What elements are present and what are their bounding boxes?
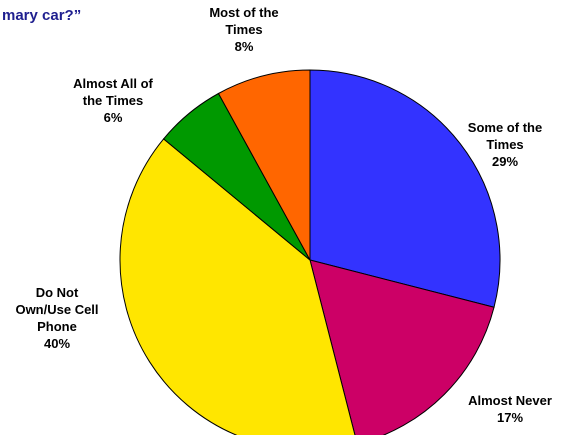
pie-slice-4	[217, 69, 311, 261]
slice-category-label-1: Almost Never	[468, 393, 552, 408]
slice-percent-label-4: 8%	[235, 39, 254, 54]
slice-percent-label-2: 40%	[44, 336, 70, 351]
pie-slice-0	[309, 69, 501, 308]
pie-labels: Some of the Times 29% Almost Never 17% Do Not…	[15, 5, 551, 425]
slice-percent-label-3: 6%	[104, 110, 123, 125]
slice-category-label-0: Some of the	[468, 120, 542, 135]
chart-title: mary car?”	[2, 7, 81, 24]
slice-category-label-4: Most of the	[209, 5, 278, 20]
slice-percent-label-0: 29%	[492, 154, 518, 169]
slice-category-label-3: the Times	[83, 93, 143, 108]
pie-slice-1	[309, 259, 495, 435]
slice-category-label-2: Own/Use Cell	[15, 302, 98, 317]
slice-category-label-3: Almost All of	[73, 76, 153, 91]
pie-slices	[119, 69, 501, 435]
slice-percent-label-1: 17%	[497, 410, 523, 425]
slice-category-label-0: Times	[486, 137, 523, 152]
slice-category-label-4: Times	[225, 22, 262, 37]
slice-category-label-2: Do Not	[36, 285, 79, 300]
slice-category-label-2: Phone	[37, 319, 77, 334]
pie-slice-2	[119, 138, 356, 435]
